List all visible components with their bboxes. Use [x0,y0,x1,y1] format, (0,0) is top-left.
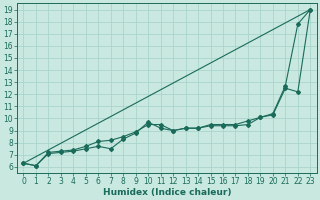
X-axis label: Humidex (Indice chaleur): Humidex (Indice chaleur) [103,188,231,197]
